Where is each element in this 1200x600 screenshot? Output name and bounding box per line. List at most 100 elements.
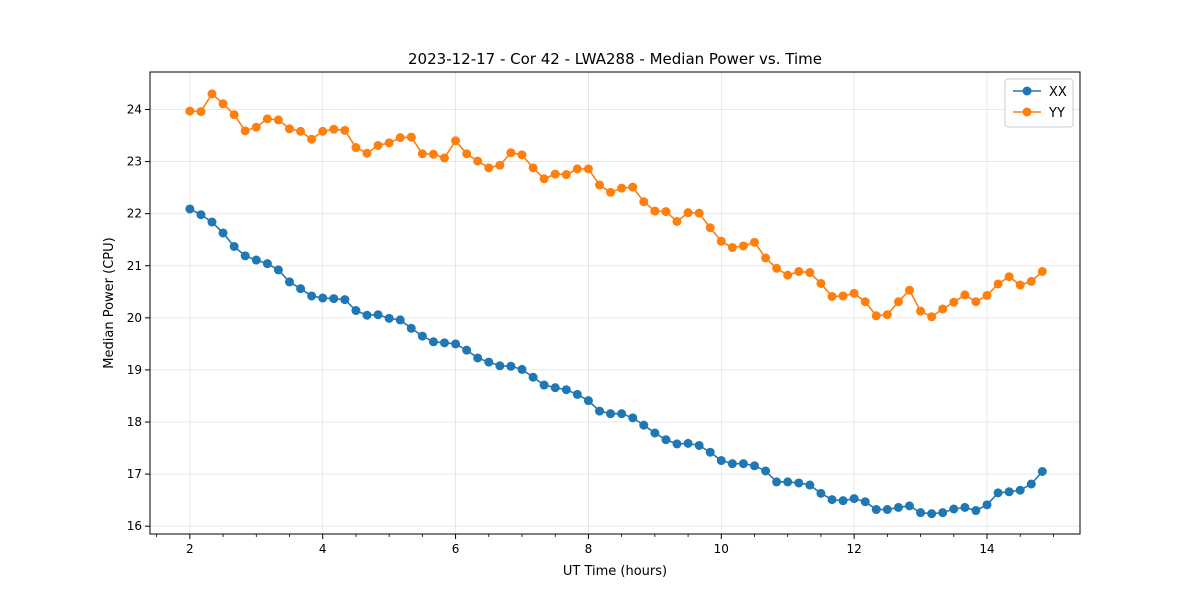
data-point-xx [916, 508, 926, 518]
data-point-xx [273, 265, 283, 275]
data-point-xx [550, 383, 560, 393]
data-point-yy [993, 279, 1003, 289]
data-point-yy [761, 253, 771, 263]
data-point-xx [761, 466, 771, 476]
legend-marker-yy [1022, 107, 1032, 117]
data-point-xx [340, 295, 350, 305]
data-point-xx [1004, 487, 1014, 497]
data-point-yy [251, 122, 261, 132]
data-point-xx [451, 339, 461, 349]
data-point-xx [395, 315, 405, 325]
data-point-yy [572, 164, 582, 174]
data-point-xx [617, 409, 627, 419]
data-point-xx [694, 440, 704, 450]
data-point-yy [794, 266, 804, 276]
data-point-xx [240, 251, 250, 261]
legend-marker-xx [1022, 86, 1032, 96]
data-point-yy [705, 223, 715, 233]
data-point-xx [561, 385, 571, 395]
data-point-yy [528, 163, 538, 173]
plot-frame [149, 71, 1081, 535]
data-point-yy [882, 310, 892, 320]
data-point-xx [738, 459, 748, 469]
data-point-xx [871, 505, 881, 515]
data-point-yy [971, 297, 981, 307]
data-point-yy [949, 297, 959, 307]
data-point-xx [495, 361, 505, 371]
data-point-yy [273, 115, 283, 125]
data-point-yy [428, 149, 438, 159]
data-point-yy [506, 148, 516, 158]
data-point-yy [1015, 280, 1025, 290]
data-point-yy [439, 153, 449, 163]
data-point-xx [207, 217, 217, 227]
data-point-xx [517, 364, 527, 374]
data-point-xx [595, 406, 605, 416]
data-point-yy [927, 312, 937, 322]
data-point-xx [417, 331, 427, 341]
data-point-xx [705, 447, 715, 457]
data-point-yy [639, 197, 649, 207]
data-point-xx [672, 439, 682, 449]
data-point-xx [661, 435, 671, 445]
data-point-xx [484, 357, 494, 367]
data-point-yy [683, 208, 693, 218]
data-point-yy [262, 114, 272, 124]
series-layer [185, 89, 1047, 519]
y-tick-label: 18 [127, 415, 142, 429]
data-point-xx [783, 477, 793, 487]
data-point-yy [628, 182, 638, 192]
data-point-yy [661, 207, 671, 217]
data-point-xx [805, 480, 815, 490]
data-point-yy [207, 89, 217, 99]
data-point-yy [550, 169, 560, 179]
data-point-yy [860, 297, 870, 307]
data-point-yy [772, 263, 782, 273]
data-point-yy [351, 143, 361, 153]
data-point-yy [417, 149, 427, 159]
y-tick-label: 19 [127, 363, 142, 377]
x-tick-label: 14 [979, 542, 994, 556]
data-point-xx [462, 345, 472, 355]
data-point-yy [218, 99, 228, 109]
data-point-xx [750, 461, 759, 471]
data-point-yy [694, 208, 704, 218]
legend: XX YY [1004, 78, 1074, 128]
data-point-yy [318, 126, 328, 136]
data-point-xx [838, 496, 848, 506]
data-point-yy [583, 164, 593, 174]
data-point-yy [462, 149, 472, 159]
data-point-yy [373, 140, 383, 150]
y-tick-label: 23 [127, 155, 142, 169]
data-point-xx [794, 478, 804, 488]
data-point-yy [827, 291, 837, 301]
data-point-xx [860, 497, 870, 507]
data-point-yy [916, 306, 926, 316]
data-point-yy [1037, 266, 1047, 276]
data-point-yy [904, 285, 914, 295]
x-tick-label: 2 [186, 542, 194, 556]
data-point-xx [993, 488, 1003, 498]
x-tick-label: 12 [847, 542, 862, 556]
data-point-xx [938, 508, 948, 518]
data-point-xx [1015, 485, 1025, 495]
data-point-yy [738, 241, 748, 251]
data-point-yy [384, 138, 394, 148]
data-point-xx [307, 291, 317, 301]
data-point-xx [196, 210, 206, 220]
data-point-yy [473, 156, 483, 166]
data-point-yy [495, 160, 505, 170]
data-point-xx [1037, 466, 1047, 476]
data-point-xx [650, 428, 660, 438]
data-point-yy [285, 124, 294, 134]
data-point-xx [428, 337, 438, 347]
data-point-yy [727, 243, 737, 253]
data-point-xx [949, 504, 959, 514]
data-point-yy [561, 170, 571, 180]
data-point-yy [1004, 272, 1014, 282]
data-point-xx [583, 396, 593, 406]
legend-label-yy: YY [1048, 106, 1065, 121]
y-tick-label: 20 [127, 311, 142, 325]
data-point-yy [395, 133, 405, 143]
